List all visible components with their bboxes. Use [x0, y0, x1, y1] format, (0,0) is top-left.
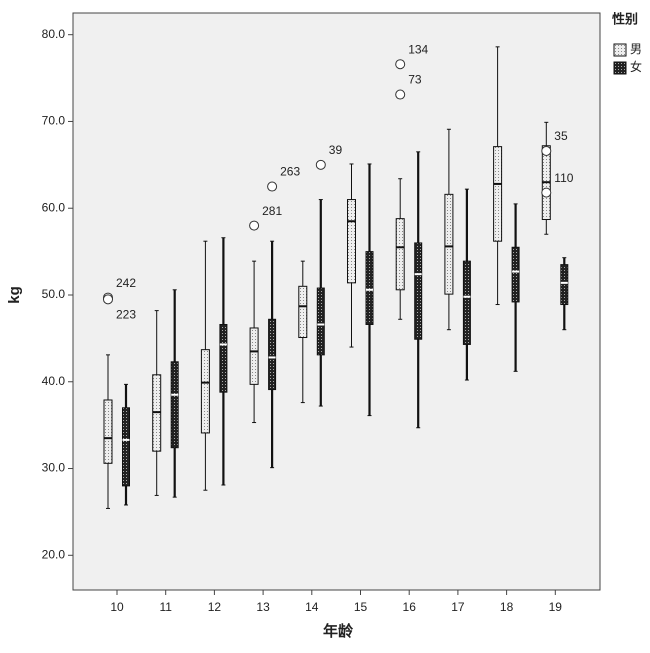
outlier: [395, 89, 406, 100]
outlier: [249, 220, 260, 231]
legend-label: 男: [630, 42, 642, 56]
plot-area: [72, 12, 601, 591]
outlier: [541, 187, 552, 198]
box: [219, 323, 228, 393]
box: [316, 287, 325, 356]
y-tick-label: 50.0: [42, 287, 66, 301]
outlier-label: 263: [280, 165, 300, 179]
box: [347, 199, 356, 284]
outlier-label: 35: [554, 129, 568, 143]
legend-swatch: [613, 61, 627, 75]
x-tick-label: 16: [403, 600, 417, 614]
box: [462, 260, 471, 345]
outlier-label: 73: [408, 73, 422, 87]
y-tick-label: 40.0: [42, 374, 66, 388]
y-tick-label: 20.0: [42, 547, 66, 561]
legend-swatch: [613, 43, 627, 57]
legend-label: 女: [630, 59, 642, 74]
outlier: [395, 59, 406, 70]
outlier: [267, 181, 278, 192]
y-tick-label: 70.0: [42, 114, 66, 128]
x-tick-label: 19: [549, 600, 563, 614]
x-tick-label: 14: [305, 600, 319, 614]
x-tick-label: 10: [110, 600, 124, 614]
box: [249, 327, 259, 385]
outlier-label: 242: [116, 276, 136, 290]
outlier: [315, 159, 326, 170]
y-tick-label: 80.0: [42, 27, 66, 41]
x-tick-label: 11: [159, 600, 172, 614]
outlier-label: 281: [262, 204, 282, 218]
box: [122, 407, 130, 487]
box: [298, 285, 308, 339]
y-axis-label: kg: [6, 286, 23, 304]
outlier-label: 110: [554, 171, 573, 185]
outlier: [103, 294, 113, 305]
box: [414, 242, 423, 340]
box: [103, 399, 113, 464]
x-tick-label: 18: [500, 600, 514, 614]
box: [200, 349, 210, 434]
box: [493, 146, 503, 242]
x-tick-label: 17: [451, 600, 465, 614]
outlier-label: 223: [116, 308, 136, 322]
y-tick-label: 30.0: [42, 461, 66, 475]
x-tick-label: 12: [208, 600, 222, 614]
y-tick-label: 60.0: [42, 200, 66, 214]
x-tick-label: 13: [256, 600, 270, 614]
outlier-label: 39: [329, 143, 343, 157]
x-tick-label: 15: [354, 600, 368, 614]
outlier: [541, 145, 552, 156]
box: [170, 361, 179, 449]
box: [395, 218, 405, 291]
box: [560, 264, 569, 306]
outlier-label: 134: [408, 42, 428, 56]
legend-title: 性别: [612, 11, 638, 26]
box: [444, 193, 454, 295]
box: [268, 318, 277, 391]
x-axis-label: 年龄: [323, 622, 354, 640]
box: [511, 246, 520, 303]
box: [365, 251, 374, 325]
